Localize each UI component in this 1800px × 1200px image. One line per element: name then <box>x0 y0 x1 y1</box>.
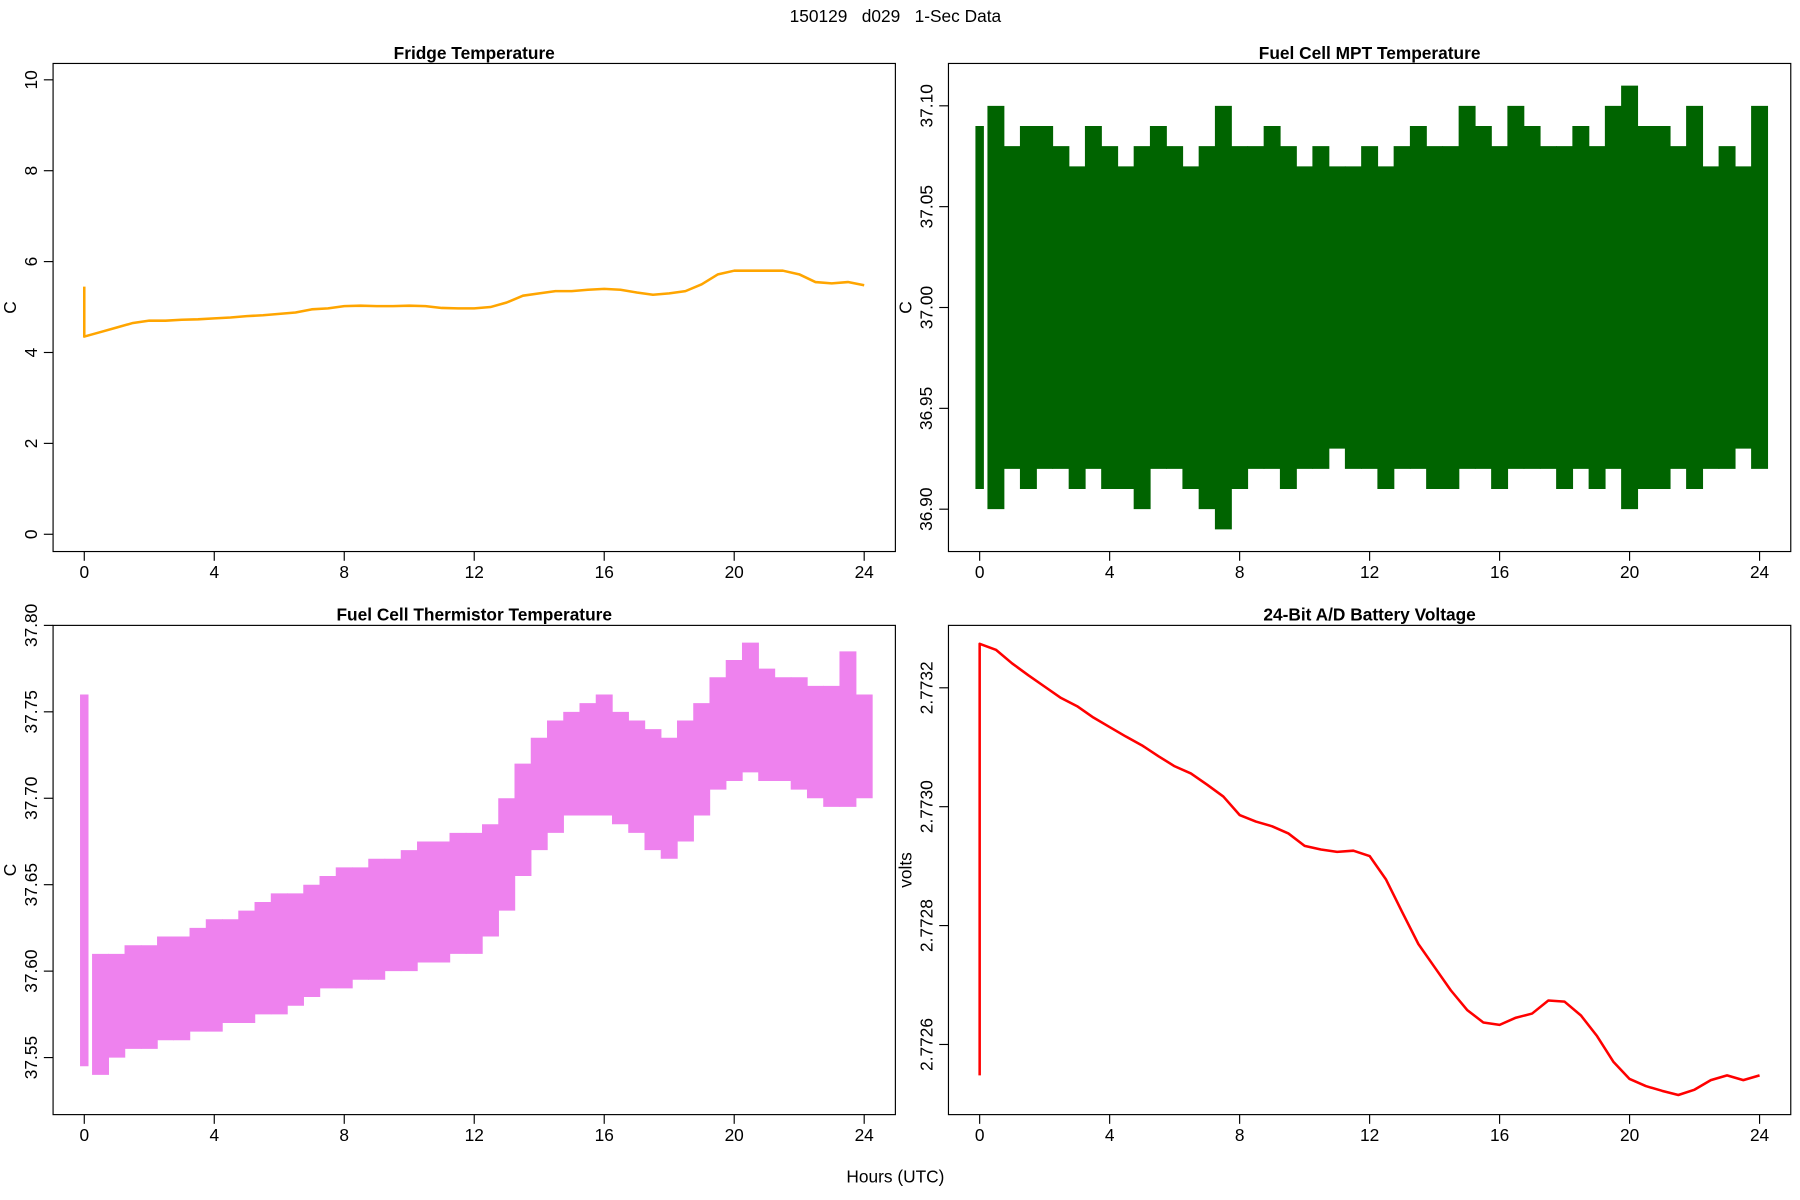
x-axis-label: Hours (UTC) <box>846 1167 944 1187</box>
x-tick-label: 8 <box>1235 1125 1245 1145</box>
data-line <box>83 269 865 338</box>
y-tick-label: 0 <box>21 529 41 539</box>
x-tick-label: 12 <box>465 562 484 582</box>
chart-title: 24-Bit A/D Battery Voltage <box>1263 605 1476 625</box>
y-tick-label: 8 <box>21 166 41 176</box>
x-tick-label: 24 <box>1750 1125 1770 1145</box>
y-tick-label: 37.55 <box>21 1036 41 1079</box>
x-tick-label: 20 <box>725 562 744 582</box>
x-tick-label: 20 <box>1620 562 1639 582</box>
y-tick-label: 2.7732 <box>916 661 936 714</box>
y-tick-label: 36.95 <box>916 387 936 430</box>
y-tick-label: 37.80 <box>21 604 41 647</box>
y-tick-label: 36.90 <box>916 488 936 531</box>
x-tick-label: 8 <box>339 1125 349 1145</box>
y-axis-label: volts <box>895 852 915 888</box>
x-tick-label: 20 <box>725 1125 744 1145</box>
data-line <box>978 642 1760 1097</box>
x-tick-label: 0 <box>975 562 985 582</box>
x-tick-label: 4 <box>1105 562 1115 582</box>
y-tick-label: 2.7726 <box>916 1018 936 1071</box>
y-axis-label: C <box>0 864 20 877</box>
y-tick-label: 2.7730 <box>916 780 936 833</box>
y-tick-label: 37.60 <box>21 949 41 992</box>
x-tick-label: 16 <box>1490 1125 1509 1145</box>
y-tick-label: 37.70 <box>21 777 41 820</box>
x-tick-label: 16 <box>1490 562 1509 582</box>
x-tick-label: 20 <box>1620 1125 1639 1145</box>
y-tick-label: 37.05 <box>916 185 936 228</box>
plot-frame <box>52 62 896 553</box>
y-tick-label: 37.00 <box>916 286 936 329</box>
x-tick-label: 16 <box>595 1125 614 1145</box>
y-tick-label: 4 <box>21 347 41 357</box>
x-tick-label: 0 <box>79 1125 89 1145</box>
x-tick-label: 0 <box>975 1125 985 1145</box>
chart-title: Fuel Cell Thermistor Temperature <box>336 605 612 625</box>
x-tick-label: 24 <box>855 1125 875 1145</box>
x-tick-label: 24 <box>1750 562 1770 582</box>
x-tick-label: 0 <box>79 562 89 582</box>
x-tick-label: 16 <box>595 562 614 582</box>
plot-frame <box>947 62 1792 553</box>
y-tick-label: 6 <box>21 257 41 267</box>
x-tick-label: 4 <box>1105 1125 1115 1145</box>
y-axis-label: C <box>895 301 915 313</box>
x-tick-label: 4 <box>209 562 219 582</box>
y-tick-label: 37.75 <box>21 690 41 733</box>
y-tick-label: 10 <box>21 70 41 89</box>
plot-frame <box>52 624 896 1116</box>
x-tick-label: 8 <box>339 562 349 582</box>
y-tick-label: 37.10 <box>916 84 936 127</box>
x-tick-label: 12 <box>1360 1125 1379 1145</box>
x-tick-label: 4 <box>209 1125 219 1145</box>
y-tick-label: 2.7728 <box>916 899 936 952</box>
y-axis-label: C <box>0 301 20 314</box>
x-tick-label: 8 <box>1235 562 1245 582</box>
figure-title: 150129 d029 1-Sec Data <box>790 6 1002 26</box>
x-tick-label: 12 <box>465 1125 484 1145</box>
y-tick-label: 37.65 <box>21 863 41 906</box>
plot-frame <box>947 624 1792 1116</box>
chart-title: Fuel Cell MPT Temperature <box>1259 43 1481 63</box>
x-tick-label: 24 <box>855 562 875 582</box>
chart-title: Fridge Temperature <box>394 43 556 63</box>
x-tick-label: 12 <box>1360 562 1379 582</box>
y-tick-label: 2 <box>21 439 41 449</box>
